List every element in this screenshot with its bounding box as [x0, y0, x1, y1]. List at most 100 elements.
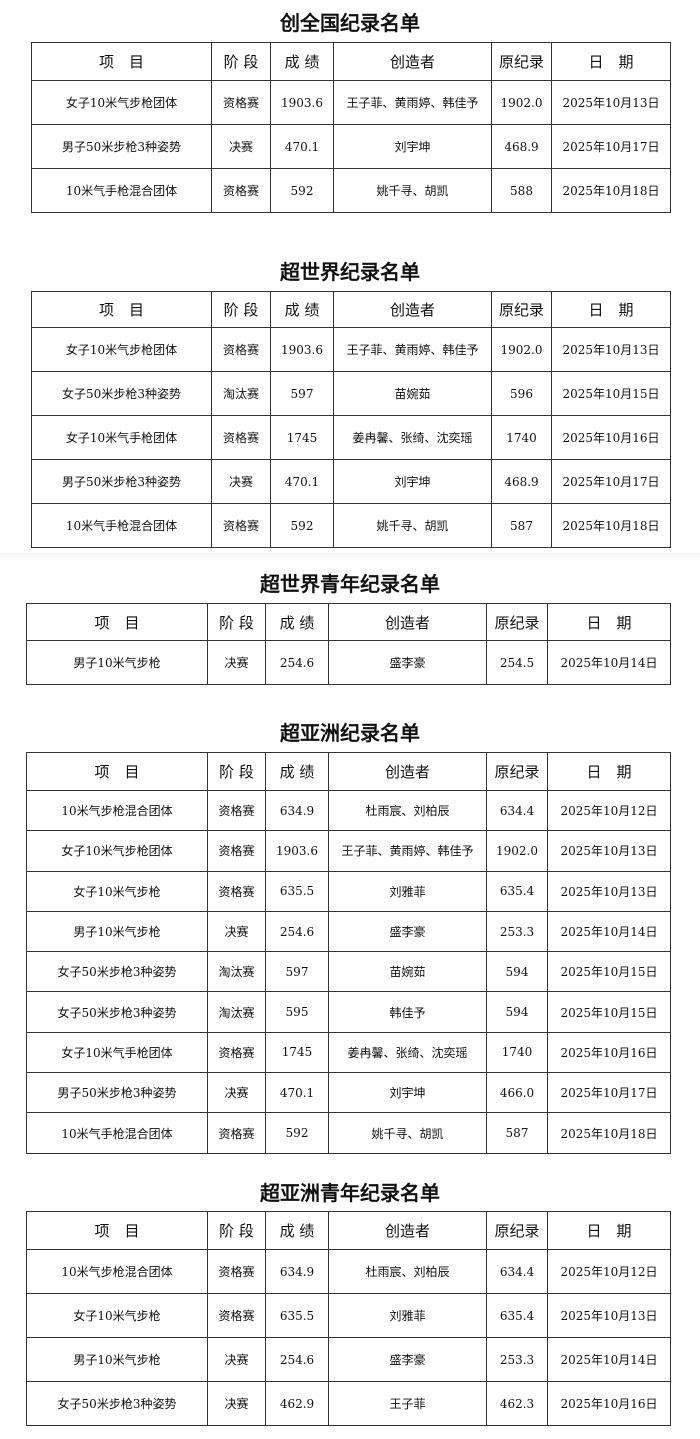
cell: 2025年10月15日 — [551, 371, 671, 416]
data-row: 女子10米气步枪 资格赛 635.5 刘雅菲 635.4 2025年10月13日 — [26, 870, 671, 912]
cell: 资格赛 — [211, 415, 271, 460]
data-row: 女子10米气手枪团体 资格赛 1745 姜冉馨、张绮、沈奕瑶 1740 2025年10月1… — [26, 1031, 671, 1074]
cell: 594 — [486, 991, 548, 1033]
cell: 决赛 — [207, 1337, 266, 1382]
header-row: 项 目阶 段成 绩创造者 原纪录日 期 — [26, 752, 671, 791]
record-table: 项 目阶 段成 绩创造者 原纪录日 期 10米气步枪混合团体 资格赛 634.9 杜雨宸、… — [26, 752, 671, 1154]
cell: 634.9 — [265, 1249, 329, 1294]
cell: 588 — [491, 168, 552, 213]
cell: 决赛 — [207, 1381, 266, 1426]
data-row: 10米气手枪混合团体 资格赛 592 姚千寻、胡凯 587 2025年10月18日 — [26, 1112, 671, 1154]
cell: 女子10米气手枪团体 — [31, 415, 212, 460]
cell: 2025年10月13日 — [551, 327, 671, 372]
cell: 10米气手枪混合团体 — [26, 1112, 208, 1154]
cell: 597 — [265, 951, 329, 993]
cell: 634.9 — [265, 789, 329, 832]
cell: 470.1 — [265, 1072, 329, 1114]
table-title: 超亚洲青年纪录名单 — [260, 1181, 440, 1205]
cell: 女子10米气步枪 — [26, 1293, 208, 1338]
data-row: 女子10米气步枪 资格赛 635.5 刘雅菲 635.4 2025年10月13日 — [26, 1293, 671, 1338]
cell: 男子10米气步枪 — [26, 1337, 208, 1382]
header-cell: 项 目 — [31, 291, 212, 328]
cell: 2025年10月14日 — [547, 1337, 671, 1382]
data-row: 男子10米气步枪 决赛 254.6 盛李豪 254.5 2025年10月14日 — [26, 640, 671, 685]
cell: 盛李豪 — [328, 1337, 487, 1382]
cell: 470.1 — [270, 124, 334, 169]
cell: 女子50米步枪3种姿势 — [31, 371, 212, 416]
table-title: 创全国纪录名单 — [280, 11, 420, 35]
cell: 女子10米气步枪团体 — [31, 327, 212, 372]
data-row: 10米气手枪混合团体 资格赛 592 姚千寻、胡凯 588 2025年10月18日 — [31, 168, 671, 213]
cell: 468.9 — [491, 459, 552, 504]
cell: 2025年10月18日 — [547, 1112, 671, 1154]
cell: 10米气步枪混合团体 — [26, 789, 208, 832]
header-cell: 日 期 — [551, 42, 671, 81]
header-cell: 阶 段 — [207, 752, 266, 791]
cell: 1903.6 — [265, 830, 329, 872]
header-cell: 成 绩 — [270, 42, 334, 81]
cell: 634.4 — [486, 789, 548, 832]
cell: 资格赛 — [207, 1112, 266, 1154]
cell: 姚千寻、胡凯 — [333, 503, 492, 548]
cell: 2025年10月17日 — [551, 124, 671, 169]
cell: 2025年10月13日 — [547, 870, 671, 912]
cell: 王子菲 — [328, 1381, 487, 1426]
cell: 淘汰赛 — [207, 991, 266, 1033]
header-cell: 成 绩 — [265, 603, 329, 641]
table-title: 超世界青年纪录名单 — [260, 572, 440, 596]
record-table: 项 目阶 段成 绩创造者 原纪录日 期女子10米气步枪团体 资格赛 1903.6 王子菲… — [31, 42, 671, 213]
cell: 2025年10月17日 — [547, 1072, 671, 1114]
cell: 男子50米步枪3种姿势 — [31, 124, 212, 169]
cell: 盛李豪 — [328, 910, 487, 953]
cell: 1740 — [486, 1031, 548, 1074]
cell: 1902.0 — [491, 327, 552, 372]
cell: 决赛 — [211, 459, 271, 504]
header-cell: 阶 段 — [207, 1211, 266, 1250]
cell: 女子50米步枪3种姿势 — [26, 951, 208, 993]
cell: 2025年10月16日 — [547, 1031, 671, 1074]
cell: 资格赛 — [211, 327, 271, 372]
cell: 决赛 — [207, 910, 266, 953]
table-title: 超世界纪录名单 — [280, 260, 420, 284]
header-cell: 创造者 — [333, 42, 492, 81]
header-cell: 阶 段 — [207, 603, 266, 641]
cell: 1903.6 — [270, 80, 334, 125]
record-table: 项 目阶 段成 绩创造者 原纪录日 期男子10米气步枪 决赛 254.6 盛李豪 254.… — [26, 603, 671, 685]
header-cell: 创造者 — [328, 603, 487, 641]
cell: 男子10米气步枪 — [26, 640, 208, 685]
cell: 1740 — [491, 415, 552, 460]
cell: 决赛 — [207, 640, 266, 685]
cell: 2025年10月12日 — [547, 789, 671, 832]
header-cell: 原纪录 — [491, 291, 552, 328]
cell: 2025年10月13日 — [547, 830, 671, 872]
cell: 刘宇坤 — [333, 459, 492, 504]
cell: 男子50米步枪3种姿势 — [26, 1072, 208, 1114]
data-row: 10米气步枪混合团体 资格赛 634.9 杜雨宸、刘柏辰 634.4 2025年10月12… — [26, 789, 671, 832]
cell: 刘雅菲 — [328, 870, 487, 912]
cell: 254.6 — [265, 640, 329, 685]
cell: 韩佳予 — [328, 991, 487, 1033]
header-cell: 原纪录 — [486, 1211, 548, 1250]
cell: 1745 — [270, 415, 334, 460]
data-row: 男子10米气步枪 决赛 254.6 盛李豪 253.3 2025年10月14日 — [26, 910, 671, 953]
cell: 苗婉茹 — [328, 951, 487, 993]
cell: 淘汰赛 — [207, 951, 266, 993]
cell: 2025年10月12日 — [547, 1249, 671, 1294]
cell: 635.4 — [486, 870, 548, 912]
header-cell: 原纪录 — [491, 42, 552, 81]
cell: 王子菲、黄雨婷、韩佳予 — [333, 327, 492, 372]
cell: 资格赛 — [207, 830, 266, 872]
cell: 2025年10月16日 — [551, 415, 671, 460]
cell: 1745 — [265, 1031, 329, 1074]
cell: 635.5 — [265, 870, 329, 912]
cell: 王子菲、黄雨婷、韩佳予 — [333, 80, 492, 125]
data-row: 10米气手枪混合团体 资格赛 592 姚千寻、胡凯 587 2025年10月18日 — [31, 503, 671, 548]
data-row: 女子10米气手枪团体 资格赛 1745 姜冉馨、张绮、沈奕瑶 1740 2025年10月1… — [31, 415, 671, 460]
cell: 王子菲、黄雨婷、韩佳予 — [328, 830, 487, 872]
header-cell: 成 绩 — [270, 291, 334, 328]
cell: 254.6 — [265, 1337, 329, 1382]
data-row: 男子50米步枪3种姿势 决赛 470.1 刘宇坤 468.9 2025年10月17日 — [31, 459, 671, 504]
cell: 2025年10月14日 — [547, 640, 671, 685]
cell: 杜雨宸、刘柏辰 — [328, 1249, 487, 1294]
